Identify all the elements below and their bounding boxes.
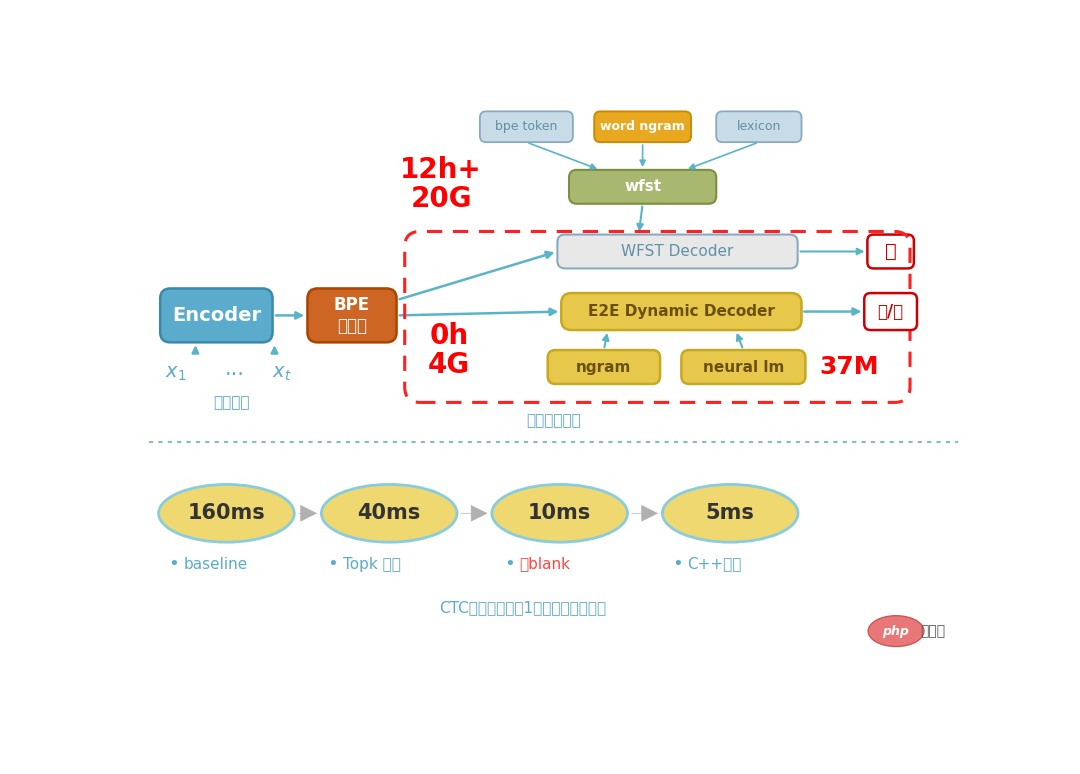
Text: BPE
字模型: BPE 字模型: [334, 296, 370, 335]
Text: 10ms: 10ms: [528, 503, 592, 523]
FancyBboxPatch shape: [594, 111, 691, 142]
Text: 两种解码框架: 两种解码框架: [526, 413, 581, 428]
FancyBboxPatch shape: [548, 350, 660, 384]
Text: wfst: wfst: [624, 180, 661, 194]
Text: php: php: [882, 625, 909, 638]
Ellipse shape: [322, 485, 457, 542]
Text: 中文网: 中文网: [920, 624, 946, 638]
Text: Topk 裁剪: Topk 裁剪: [342, 557, 401, 572]
Text: 40ms: 40ms: [357, 503, 421, 523]
FancyBboxPatch shape: [557, 235, 798, 269]
Text: •: •: [672, 555, 683, 573]
Text: bpe token: bpe token: [496, 120, 557, 133]
FancyBboxPatch shape: [308, 289, 396, 342]
Text: ngram: ngram: [577, 359, 632, 375]
Text: 160ms: 160ms: [188, 503, 266, 523]
Ellipse shape: [662, 485, 798, 542]
Text: •: •: [504, 555, 515, 573]
Text: WFST Decoder: WFST Decoder: [621, 244, 733, 259]
Text: neural lm: neural lm: [703, 359, 784, 375]
Text: 12h+
20G: 12h+ 20G: [401, 156, 482, 213]
FancyBboxPatch shape: [681, 350, 806, 384]
Text: baseline: baseline: [184, 557, 248, 572]
Text: 37M: 37M: [820, 355, 879, 379]
FancyBboxPatch shape: [864, 293, 917, 330]
Text: lexicon: lexicon: [737, 120, 781, 133]
FancyBboxPatch shape: [569, 170, 716, 204]
Ellipse shape: [868, 615, 924, 646]
FancyBboxPatch shape: [867, 235, 914, 269]
Text: 0h
4G: 0h 4G: [428, 321, 470, 378]
FancyBboxPatch shape: [480, 111, 572, 142]
FancyBboxPatch shape: [160, 289, 272, 342]
Text: ...: ...: [225, 359, 244, 379]
Text: Encoder: Encoder: [172, 306, 261, 325]
FancyBboxPatch shape: [716, 111, 801, 142]
Text: 5ms: 5ms: [705, 503, 755, 523]
Ellipse shape: [491, 485, 627, 542]
Text: •: •: [327, 555, 338, 573]
Text: E2E Dynamic Decoder: E2E Dynamic Decoder: [588, 304, 774, 319]
Text: $x_t$: $x_t$: [272, 364, 293, 382]
Text: C++优化: C++优化: [688, 557, 742, 572]
Text: 声学特征: 声学特征: [214, 395, 251, 410]
FancyBboxPatch shape: [562, 293, 801, 330]
Text: 词: 词: [885, 242, 896, 261]
Ellipse shape: [159, 485, 294, 542]
Text: •: •: [168, 555, 179, 573]
Text: CTC字同步解码（1秒音频解码时间）: CTC字同步解码（1秒音频解码时间）: [438, 601, 606, 615]
Text: $x_1$: $x_1$: [165, 364, 187, 382]
Text: 字/词: 字/词: [878, 303, 904, 320]
Text: word ngram: word ngram: [600, 120, 685, 133]
Text: 跳blank: 跳blank: [519, 557, 570, 572]
